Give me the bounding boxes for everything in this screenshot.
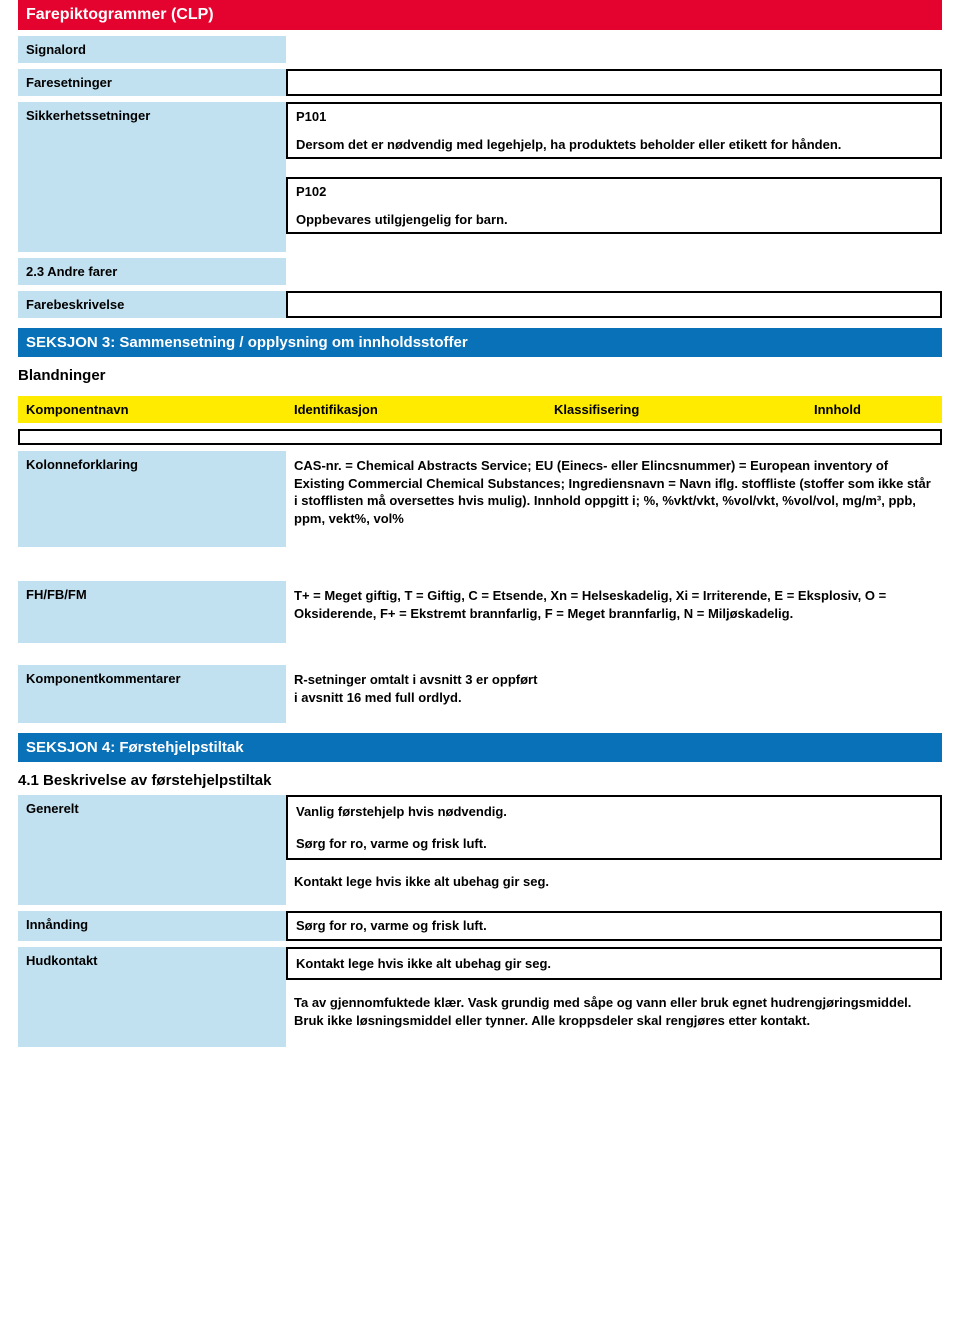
value-kolonneforklaring: CAS-nr. = Chemical Abstracts Service; EU…: [286, 451, 942, 533]
row-sikkerhetssetninger: Sikkerhetssetninger P101 Dersom det er n…: [18, 102, 942, 252]
p101-text: Dersom det er nødvendig med legehjelp, h…: [296, 136, 932, 154]
banner-seksjon4: SEKSJON 4: Førstehjelpstiltak: [18, 733, 942, 762]
table-header-row: Komponentnavn Identifikasjon Klassifiser…: [18, 396, 942, 423]
generelt-box: Vanlig førstehjelp hvis nødvendig. Sørg …: [286, 795, 942, 860]
generelt-line2: Sørg for ro, varme og frisk luft.: [296, 835, 932, 853]
sikkerhetssetninger-values: P101 Dersom det er nødvendig med legehje…: [286, 102, 942, 234]
row-signalord: Signalord: [18, 36, 942, 63]
label-innanding: Innånding: [18, 911, 286, 941]
label-hudkontakt: Hudkontakt: [18, 947, 286, 1047]
label-sikkerhetssetninger: Sikkerhetssetninger: [18, 102, 286, 252]
row-hudkontakt: Hudkontakt Kontakt lege hvis ikke alt ub…: [18, 947, 942, 1047]
hudkontakt-values: Kontakt lege hvis ikke alt ubehag gir se…: [286, 947, 942, 1036]
value-fhfbfm: T+ = Meget giftig, T = Giftig, C = Etsen…: [286, 581, 942, 628]
label-generelt: Generelt: [18, 795, 286, 905]
row-generelt: Generelt Vanlig førstehjelp hvis nødvend…: [18, 795, 942, 905]
hudkontakt-line1: Kontakt lege hvis ikke alt ubehag gir se…: [296, 956, 551, 971]
label-faresetninger: Faresetninger: [18, 69, 286, 96]
label-andre-farer: 2.3 Andre farer: [18, 258, 286, 285]
row-faresetninger: Faresetninger: [18, 69, 942, 96]
sikkerhetssetninger-box-p101: P101 Dersom det er nødvendig med legehje…: [286, 102, 942, 159]
label-signalord: Signalord: [18, 36, 286, 63]
row-innanding: Innånding Sørg for ro, varme og frisk lu…: [18, 911, 942, 941]
value-faresetninger-empty: [286, 69, 942, 96]
generelt-values: Vanlig førstehjelp hvis nødvendig. Sørg …: [286, 795, 942, 895]
subheading-4-1: 4.1 Beskrivelse av førstehjelpstiltak: [18, 768, 942, 795]
generelt-line3: Kontakt lege hvis ikke alt ubehag gir se…: [286, 860, 942, 895]
label-fhfbfm: FH/FB/FM: [18, 581, 286, 643]
row-farebeskrivelse: Farebeskrivelse: [18, 291, 942, 318]
th-innhold: Innhold: [814, 402, 934, 417]
value-farebeskrivelse-empty: [286, 291, 942, 318]
row-andre-farer: 2.3 Andre farer: [18, 258, 942, 285]
banner-seksjon3: SEKSJON 3: Sammensetning / opplysning om…: [18, 328, 942, 357]
th-komponentnavn: Komponentnavn: [26, 402, 294, 417]
value-komponentkommentarer: R-setninger omtalt i avsnitt 3 er oppfør…: [286, 665, 546, 712]
generelt-line1: Vanlig førstehjelp hvis nødvendig.: [296, 803, 932, 821]
table-empty-row: [18, 429, 942, 445]
subheading-blandninger: Blandninger: [18, 363, 942, 390]
p102-code: P102: [296, 183, 932, 201]
row-kolonneforklaring: Kolonneforklaring CAS-nr. = Chemical Abs…: [18, 451, 942, 547]
sikkerhetssetninger-box-p102: P102 Oppbevares utilgjengelig for barn.: [286, 177, 942, 234]
hudkontakt-box1: Kontakt lege hvis ikke alt ubehag gir se…: [286, 947, 942, 981]
label-farebeskrivelse: Farebeskrivelse: [18, 291, 286, 318]
value-innanding: Sørg for ro, varme og frisk luft.: [286, 911, 942, 941]
row-komponentkommentarer: Komponentkommentarer R-setninger omtalt …: [18, 665, 942, 723]
label-komponentkommentarer: Komponentkommentarer: [18, 665, 286, 723]
th-identifikasjon: Identifikasjon: [294, 402, 554, 417]
th-klassifisering: Klassifisering: [554, 402, 814, 417]
p101-code: P101: [296, 108, 932, 126]
hudkontakt-line2: Ta av gjennomfuktede klær. Vask grundig …: [286, 980, 942, 1035]
row-fhfbfm: FH/FB/FM T+ = Meget giftig, T = Giftig, …: [18, 581, 942, 643]
banner-farepiktogrammer: Farepiktogrammer (CLP): [18, 0, 942, 30]
label-kolonneforklaring: Kolonneforklaring: [18, 451, 286, 547]
p102-text: Oppbevares utilgjengelig for barn.: [296, 211, 932, 229]
